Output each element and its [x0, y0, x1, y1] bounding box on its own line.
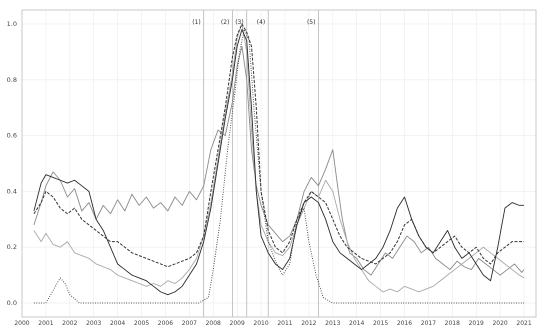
event-label: (3) — [235, 19, 244, 26]
series-line-1 — [33, 45, 525, 276]
y-tick-label: 0.0 — [7, 299, 17, 307]
event-label: (2) — [221, 19, 230, 26]
x-tick-label: 2013 — [325, 320, 340, 327]
x-tick-label: 2007 — [182, 320, 197, 327]
y-tick-label: 1.0 — [7, 20, 17, 28]
event-markers: (1) (2) (3) (4) (5) — [192, 10, 319, 317]
x-tick-label: 2021 — [516, 320, 531, 327]
x-tick-label: 2008 — [206, 320, 221, 327]
event-label: (5) — [307, 19, 316, 26]
x-tick-label: 2001 — [38, 320, 53, 327]
plot-frame — [21, 9, 537, 318]
y-tick-label: 0.2 — [7, 243, 17, 251]
x-tick-label: 2020 — [492, 320, 507, 327]
y-tick-label: 0.6 — [7, 132, 17, 140]
y-tick-label: 0.4 — [7, 187, 17, 195]
x-tick-label: 2000 — [14, 320, 29, 327]
event-label: (4) — [257, 19, 266, 26]
x-tick-label: 2016 — [397, 320, 412, 327]
x-tick-label: 2014 — [349, 320, 364, 327]
series-line-5 — [33, 29, 525, 304]
x-tick-label: 2017 — [421, 320, 436, 327]
x-tick-label: 2018 — [445, 320, 460, 327]
series-line-4 — [33, 23, 525, 268]
x-tick-label: 2003 — [86, 320, 101, 327]
x-tick-label: 2005 — [134, 320, 149, 327]
series-lines — [33, 23, 525, 304]
x-tick-label: 2002 — [62, 320, 77, 327]
series-line-2 — [33, 23, 525, 293]
x-tick-label: 2019 — [469, 320, 484, 327]
x-tick-label: 2009 — [230, 320, 245, 327]
x-tick-label: 2015 — [373, 320, 388, 327]
event-label: (1) — [192, 19, 201, 26]
y-tick-label: 0.8 — [7, 76, 17, 84]
axes: 2000 2001 2002 2003 2004 2005 2006 2007 2008 2009… — [7, 9, 537, 327]
x-tick-label: 2011 — [277, 320, 292, 327]
series-line-3 — [33, 29, 525, 296]
x-tick-label: 2004 — [110, 320, 125, 327]
x-tick-label: 2012 — [301, 320, 316, 327]
x-tick-label: 2010 — [253, 320, 268, 327]
x-tick-label: 2006 — [158, 320, 173, 327]
grid-lines — [21, 10, 536, 317]
